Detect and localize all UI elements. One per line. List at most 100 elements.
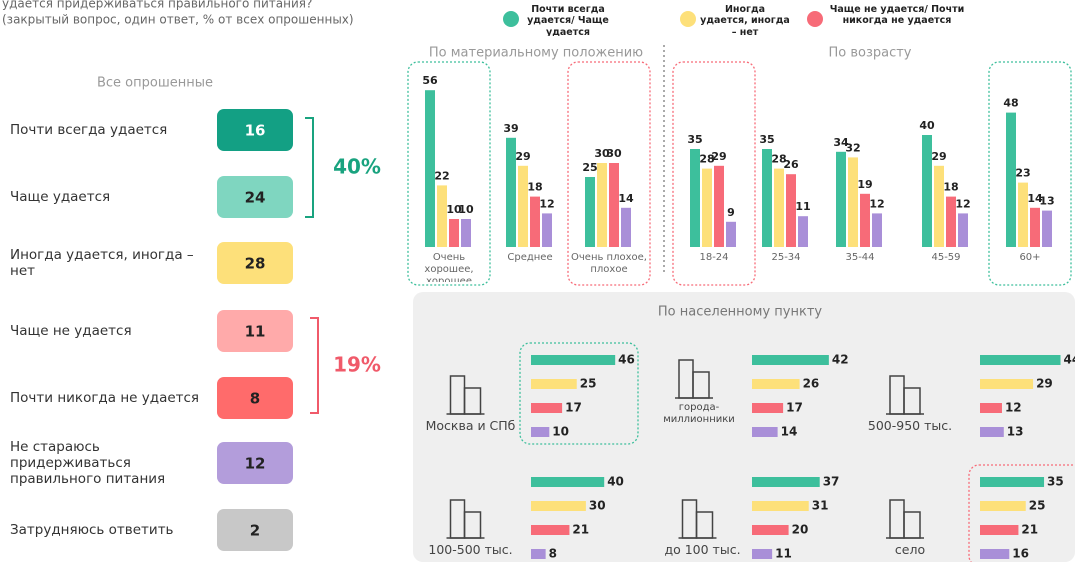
category-label: 35-44 [818, 252, 902, 264]
bar-label: 30 [589, 499, 606, 513]
tile-value: 8 [250, 390, 260, 408]
bar [752, 355, 829, 365]
bar-label: 44 [1064, 353, 1075, 367]
bar [531, 549, 546, 559]
bracket-label: 40% [333, 155, 381, 179]
bracket [305, 118, 313, 217]
bar [752, 427, 778, 437]
category-label-box: 35-44 [818, 252, 902, 282]
bar-label: 18 [527, 181, 542, 194]
note: (закрытый вопрос, один ответ, % от всех … [2, 13, 354, 27]
bar [752, 525, 789, 535]
bar-label: 26 [783, 158, 799, 171]
tile-value: 24 [245, 189, 266, 207]
bar [531, 525, 569, 535]
bar-label: 17 [565, 401, 582, 415]
tile-value: 2 [250, 522, 260, 540]
bar [958, 213, 968, 247]
legend-label: Иногда удается, иногда – нет [700, 4, 790, 36]
bar-label: 8 [549, 547, 557, 561]
bar [980, 501, 1026, 511]
bar-label: 20 [792, 523, 809, 537]
category-label: Очень плохое, плохое [567, 252, 651, 276]
bar [980, 427, 1004, 437]
bar-label: 32 [845, 141, 860, 154]
bar-label: 25 [582, 161, 597, 174]
bracket-label: 19% [333, 353, 381, 377]
bar-label: 29 [711, 150, 726, 163]
category-label: Среднее [488, 252, 572, 264]
bar [1042, 211, 1052, 247]
bar-label: 23 [1015, 167, 1030, 180]
bar [542, 213, 552, 247]
category-label: Очень хорошее, хорошее [407, 252, 491, 282]
category-label-box: Очень хорошее, хорошее [407, 252, 491, 282]
group-label-box: 500-950 тыс. [860, 418, 960, 448]
bar-label: 21 [572, 523, 589, 537]
bar [585, 177, 595, 247]
bar [518, 166, 528, 247]
group-label: 500-950 тыс. [860, 418, 960, 433]
bar [437, 185, 447, 247]
bar-label: 25 [1029, 499, 1046, 513]
bar [531, 379, 577, 389]
group-label-box: 100-500 тыс. [418, 542, 523, 562]
bar [1006, 113, 1016, 247]
bar [531, 403, 562, 413]
bar [752, 379, 800, 389]
infographic: удается придерживаться правильного питан… [0, 0, 1075, 562]
bar [461, 219, 471, 247]
bar-label: 19 [857, 178, 872, 191]
bar [980, 477, 1044, 487]
tile-value: 11 [245, 323, 266, 341]
bar-label: 25 [580, 377, 597, 391]
bar-label: 56 [422, 74, 438, 87]
bar-label: 17 [786, 401, 803, 415]
bar [872, 213, 882, 247]
legend-swatch [807, 11, 823, 27]
bar-label: 35 [759, 133, 774, 146]
bar [836, 152, 846, 247]
bar-label: 40 [919, 119, 935, 132]
bar-label: 35 [687, 133, 702, 146]
category-label: 45-59 [904, 252, 988, 264]
bar [980, 525, 1018, 535]
bar-label: 21 [1021, 523, 1038, 537]
panel-title: Все опрошенные [97, 76, 213, 91]
bar-label: 12 [1005, 401, 1022, 415]
bar-label: 13 [1007, 425, 1024, 439]
bar [774, 169, 784, 247]
bar-label: 11 [775, 547, 792, 561]
bar-label: 16 [1012, 547, 1029, 561]
legend-swatch [503, 11, 519, 27]
category-label-box: Среднее [488, 252, 572, 282]
category-label-box: Очень плохое, плохое [567, 252, 651, 282]
row-label-box: Не стараюсь придерживаться правильного п… [10, 438, 205, 488]
bar [714, 166, 724, 247]
bar-label: 13 [1039, 195, 1054, 208]
tile-value: 12 [245, 455, 266, 473]
row-label-box: Затрудняюсь ответить [10, 505, 205, 555]
row-label-box: Почти всегда удается [10, 105, 205, 155]
row-label: Почти всегда удается [10, 105, 205, 155]
row-label: Чаще удается [10, 172, 205, 222]
row-label-box: Чаще не удается [10, 306, 205, 356]
bar [621, 208, 631, 247]
bar-label: 12 [955, 197, 970, 210]
bar-label: 48 [1003, 97, 1018, 110]
category-label-box: 45-59 [904, 252, 988, 282]
bar [980, 403, 1002, 413]
legend-label-box: Почти всегда удается/ Чаще удается [523, 4, 673, 36]
category-label-box: 60+ [988, 252, 1072, 282]
bar [531, 427, 549, 437]
bar [980, 549, 1009, 559]
bar-label: 29 [515, 150, 530, 163]
bar-label: 42 [832, 353, 849, 367]
bar [449, 219, 459, 247]
bar [1030, 208, 1040, 247]
group-label: до 100 тыс. [650, 542, 755, 557]
group-label-box: село [860, 542, 960, 562]
group-label: города-миллионники [650, 402, 748, 426]
bar [531, 477, 604, 487]
bar-label: 10 [458, 203, 474, 216]
